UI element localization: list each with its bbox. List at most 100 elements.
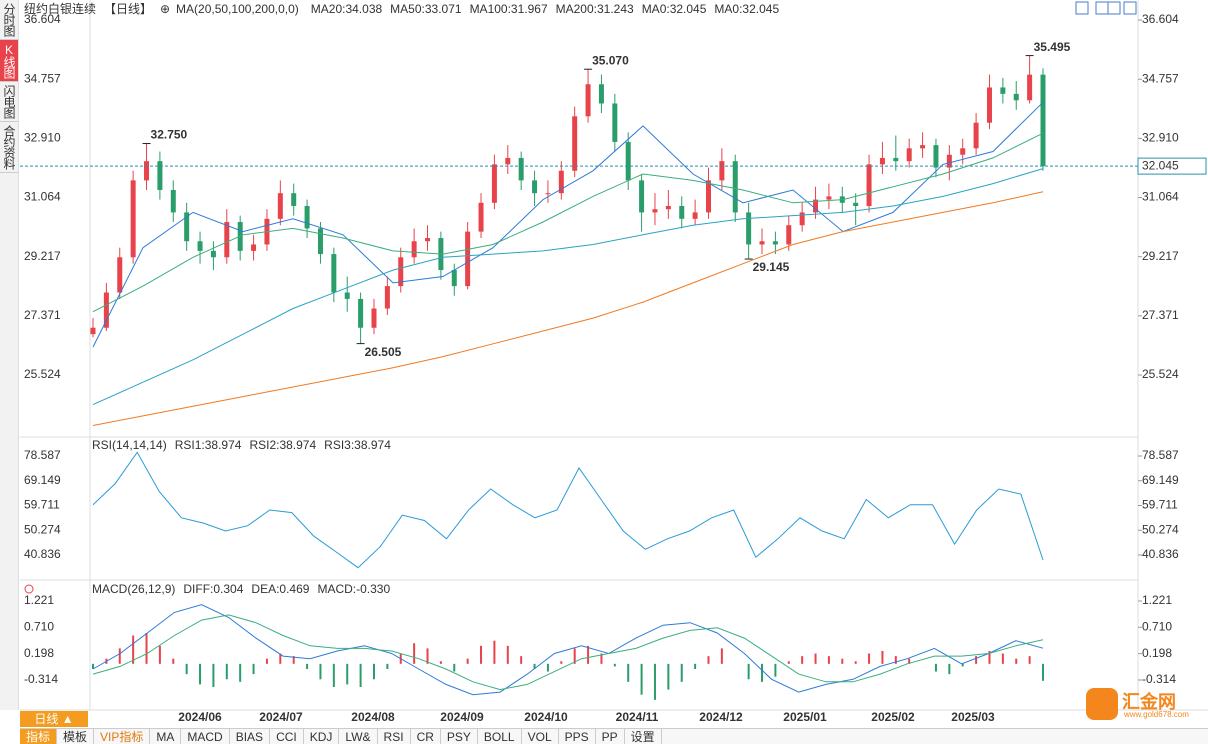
- macd-bar: [265, 658, 268, 664]
- toolbar-tab[interactable]: MACD: [181, 729, 230, 744]
- y-tick-label: 1.221: [24, 593, 54, 607]
- y-tick-label: 50.274: [1142, 522, 1179, 536]
- toolbar-tab[interactable]: 模板: [57, 729, 95, 744]
- candle-body: [304, 206, 310, 229]
- macd-bar: [346, 663, 349, 685]
- toolbar-tab[interactable]: VOL: [522, 729, 559, 744]
- y-tick-label: 59.711: [1142, 498, 1178, 512]
- y-tick-label: 40.836: [1142, 547, 1179, 561]
- extreme-label: 32.750: [151, 128, 188, 142]
- y-tick-label: 25.524: [1142, 367, 1179, 381]
- macd-bar: [573, 648, 576, 664]
- toolbar: 指标 模板 VIP指标 MA MACD BIAS CCI KDJ LW& RSI CR PSY BOLL…: [20, 728, 1208, 744]
- candle-body: [317, 228, 323, 255]
- macd-bar: [747, 663, 750, 680]
- macd-bar: [761, 663, 764, 682]
- logo-name: 汇金网: [1122, 692, 1176, 712]
- candle-body: [331, 254, 337, 293]
- y-tick-label: 0.710: [1142, 619, 1172, 633]
- icon[interactable]: [1107, 1, 1121, 15]
- candle-body: [411, 241, 417, 258]
- toolbar-tab[interactable]: 指标: [20, 729, 58, 744]
- candle-body: [946, 154, 952, 168]
- macd-bar: [466, 658, 469, 664]
- logo: 汇金网 www.gold678.com: [1086, 686, 1198, 722]
- macd-bar: [506, 645, 509, 664]
- candle-body: [639, 180, 645, 213]
- candle-body: [518, 157, 524, 181]
- macd-bar: [533, 663, 536, 669]
- toolbar-tab[interactable]: LW&: [339, 729, 378, 744]
- candle-body: [398, 257, 404, 287]
- candle-body: [786, 225, 792, 245]
- y-tick-label: 59.711: [24, 498, 60, 512]
- macd-bar: [199, 663, 202, 685]
- candle-body: [598, 84, 604, 104]
- macd-bar: [707, 656, 710, 664]
- legend-item: RSI(14,14,14): [92, 438, 167, 452]
- toolbar-tab[interactable]: 设置: [625, 729, 662, 744]
- side-tab[interactable]: 分时图: [0, 0, 18, 40]
- top-icons[interactable]: [1075, 1, 1137, 15]
- macd-bar: [252, 663, 255, 675]
- candle-body: [344, 292, 350, 299]
- side-tab[interactable]: K线图: [0, 40, 18, 82]
- icon[interactable]: [1123, 1, 1137, 15]
- ma-line: [92, 191, 1044, 426]
- toolbar-tab[interactable]: VIP指标: [94, 729, 151, 744]
- candle-body: [692, 212, 698, 219]
- macd-bar: [988, 650, 991, 664]
- candle-body: [879, 157, 885, 165]
- legend-item: MA20:34.038: [311, 2, 383, 16]
- macd-bar: [827, 656, 830, 664]
- y-tick-label: 0.710: [24, 619, 54, 633]
- toolbar-tab[interactable]: PPS: [559, 729, 596, 744]
- icon: ⊕: [160, 2, 170, 16]
- toolbar-tab[interactable]: CCI: [270, 729, 304, 744]
- macd-bar: [453, 663, 456, 672]
- macd-bar: [680, 663, 683, 682]
- toolbar-tab[interactable]: BOLL: [478, 729, 522, 744]
- candle-body: [772, 241, 778, 245]
- toolbar-tab[interactable]: PSY: [441, 729, 478, 744]
- macd-bar: [613, 663, 616, 667]
- toolbar-tab[interactable]: PP: [596, 729, 625, 744]
- toolbar-tab[interactable]: BIAS: [230, 729, 271, 744]
- toolbar-tab[interactable]: MA: [150, 729, 182, 744]
- candle-body: [746, 212, 752, 245]
- toolbar-tab[interactable]: RSI: [378, 729, 411, 744]
- y-tick-label: 1.221: [1142, 593, 1172, 607]
- candle-body: [799, 212, 805, 226]
- candle-body: [1013, 93, 1019, 101]
- period-button[interactable]: 日线 ▲: [20, 711, 88, 727]
- macd-bar: [493, 640, 496, 664]
- legend-item: MA200:31.243: [556, 2, 634, 16]
- y-tick-label: 36.604: [1142, 12, 1179, 26]
- macd-bar: [868, 653, 871, 664]
- macd-bar: [239, 663, 242, 682]
- macd-bar: [520, 656, 523, 664]
- macd-line: [92, 604, 1044, 696]
- side-tab[interactable]: 合约资料: [0, 122, 18, 173]
- y-tick-label: -0.314: [24, 672, 58, 686]
- candle-body: [1027, 74, 1033, 101]
- y-tick-label: 29.217: [24, 249, 61, 263]
- icon[interactable]: [1075, 1, 1089, 15]
- toolbar-tab[interactable]: KDJ: [304, 729, 340, 744]
- candle-body: [277, 193, 283, 219]
- x-tick-label: 2024/08: [351, 710, 395, 724]
- candle-body: [732, 161, 738, 213]
- y-tick-label: 0.198: [24, 646, 54, 660]
- candle-body: [906, 148, 912, 162]
- macd-bar: [854, 661, 857, 664]
- side-tab[interactable]: 闪电图: [0, 82, 18, 122]
- y-tick-label: 36.604: [24, 12, 61, 26]
- settings-icon[interactable]: [24, 584, 34, 594]
- candle-body: [986, 87, 992, 123]
- candle-body: [705, 180, 711, 213]
- candle-body: [103, 292, 109, 328]
- candle-body: [920, 145, 926, 149]
- toolbar-tab[interactable]: CR: [411, 729, 441, 744]
- candle-body: [184, 212, 190, 242]
